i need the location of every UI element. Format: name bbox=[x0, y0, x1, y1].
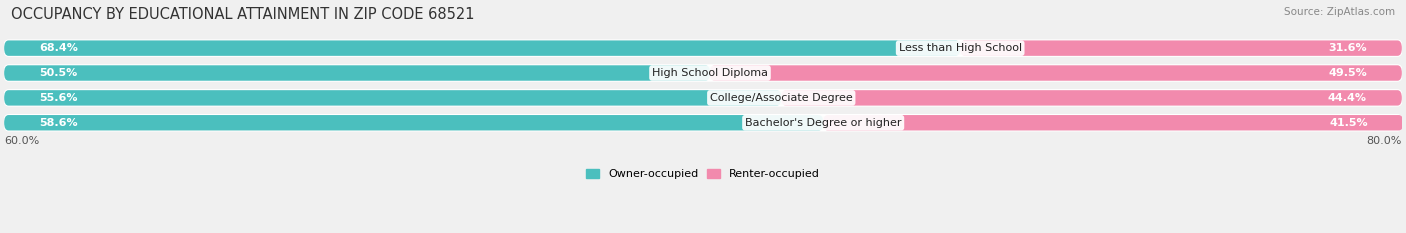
Text: High School Diploma: High School Diploma bbox=[652, 68, 768, 78]
Text: Bachelor's Degree or higher: Bachelor's Degree or higher bbox=[745, 118, 901, 128]
Text: OCCUPANCY BY EDUCATIONAL ATTAINMENT IN ZIP CODE 68521: OCCUPANCY BY EDUCATIONAL ATTAINMENT IN Z… bbox=[11, 7, 475, 22]
Text: 49.5%: 49.5% bbox=[1329, 68, 1367, 78]
FancyBboxPatch shape bbox=[4, 65, 1402, 81]
FancyBboxPatch shape bbox=[960, 41, 1402, 56]
FancyBboxPatch shape bbox=[4, 41, 960, 56]
Legend: Owner-occupied, Renter-occupied: Owner-occupied, Renter-occupied bbox=[581, 164, 825, 184]
FancyBboxPatch shape bbox=[4, 41, 1402, 56]
Text: Source: ZipAtlas.com: Source: ZipAtlas.com bbox=[1284, 7, 1395, 17]
Text: 80.0%: 80.0% bbox=[1367, 136, 1402, 146]
FancyBboxPatch shape bbox=[4, 65, 710, 81]
Text: 31.6%: 31.6% bbox=[1329, 43, 1367, 53]
Text: College/Associate Degree: College/Associate Degree bbox=[710, 93, 852, 103]
Text: 55.6%: 55.6% bbox=[39, 93, 77, 103]
FancyBboxPatch shape bbox=[782, 90, 1402, 106]
Text: 58.6%: 58.6% bbox=[39, 118, 77, 128]
FancyBboxPatch shape bbox=[823, 115, 1403, 130]
FancyBboxPatch shape bbox=[4, 115, 823, 130]
FancyBboxPatch shape bbox=[4, 90, 782, 106]
FancyBboxPatch shape bbox=[4, 115, 1402, 130]
Text: 41.5%: 41.5% bbox=[1330, 118, 1368, 128]
Text: 44.4%: 44.4% bbox=[1327, 93, 1367, 103]
FancyBboxPatch shape bbox=[4, 90, 1402, 106]
Text: 60.0%: 60.0% bbox=[4, 136, 39, 146]
FancyBboxPatch shape bbox=[710, 65, 1402, 81]
Text: 68.4%: 68.4% bbox=[39, 43, 77, 53]
Text: 50.5%: 50.5% bbox=[39, 68, 77, 78]
Text: Less than High School: Less than High School bbox=[898, 43, 1022, 53]
